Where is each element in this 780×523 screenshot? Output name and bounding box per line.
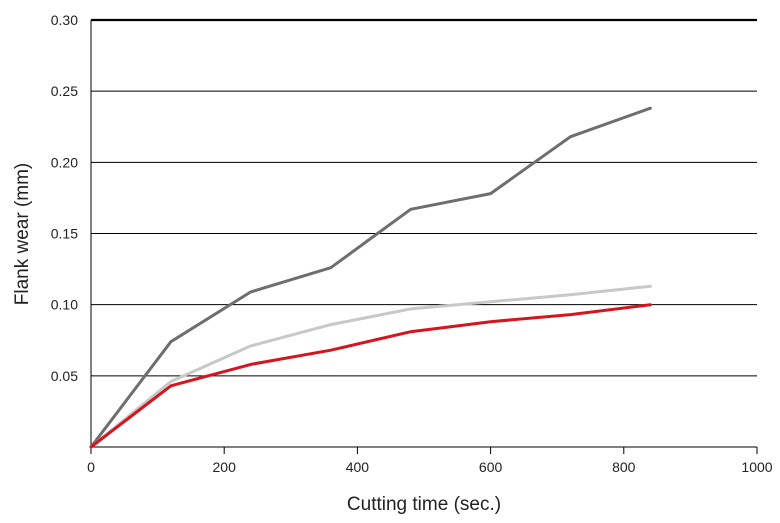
y-tick-label: 0.25 [51, 83, 78, 99]
series-line-1 [89, 106, 652, 449]
y-tick-label: 0.15 [51, 226, 78, 242]
x-tick-label: 200 [213, 459, 237, 475]
y-tick-label: 0.10 [51, 297, 78, 313]
x-tick-label: 1000 [741, 459, 772, 475]
grid-layer [91, 18, 757, 377]
axis-layer [90, 20, 758, 454]
y-axis-title: Flank wear (mm) [12, 163, 33, 306]
x-tick-label: 400 [346, 459, 370, 475]
x-tick-label: 600 [479, 459, 503, 475]
y-tick-label: 0.20 [51, 154, 78, 170]
x-tick-label: 0 [87, 459, 95, 475]
series-line-3 [89, 303, 652, 449]
y-tick-label: 0.30 [51, 12, 78, 28]
series-layer [89, 106, 652, 449]
x-tick-label: 800 [612, 459, 636, 475]
y-tick-label: 0.05 [51, 368, 78, 384]
series-line-2 [89, 284, 652, 449]
label-layer: Cutting time (sec.) Flank wear (mm) 0.05… [12, 12, 773, 515]
x-axis-title: Cutting time (sec.) [347, 494, 501, 515]
